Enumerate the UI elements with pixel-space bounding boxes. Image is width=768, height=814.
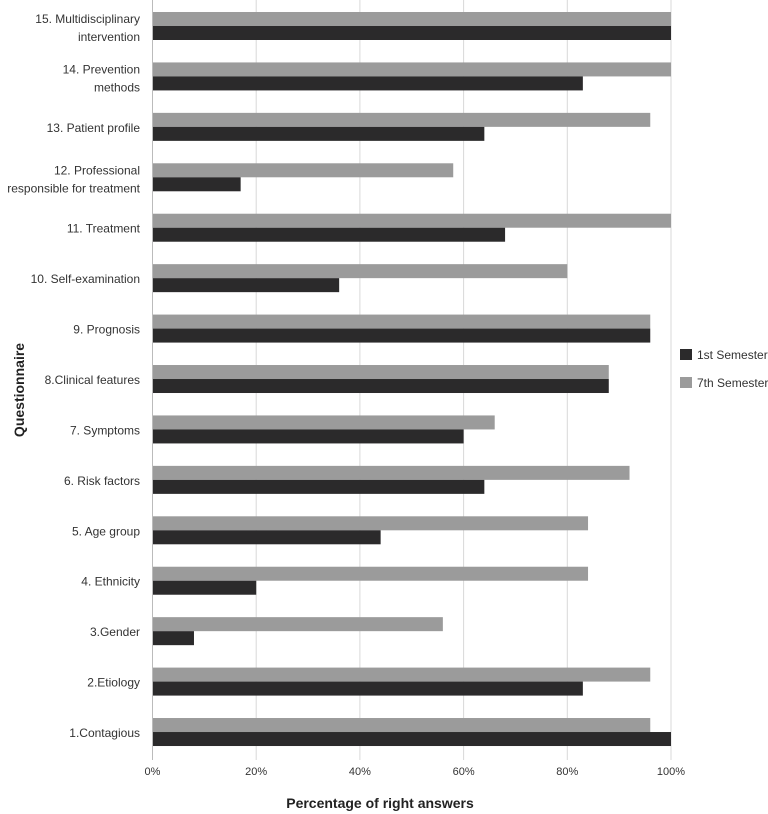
legend-swatch <box>680 349 692 360</box>
category-label: 4. Ethnicity <box>81 575 140 589</box>
legend-label: 1st Semester <box>697 348 768 362</box>
bar-1st-semester <box>152 530 381 545</box>
bar-1st-semester <box>152 278 340 293</box>
bar-7th-semester <box>152 163 454 178</box>
category-label: intervention <box>78 30 140 44</box>
bar-7th-semester <box>152 667 651 682</box>
bar-7th-semester <box>152 365 609 380</box>
x-tick-label: 100% <box>657 766 685 778</box>
legend-swatch <box>680 377 692 388</box>
bar-7th-semester <box>152 516 589 531</box>
x-tick-label: 0% <box>145 766 161 778</box>
bar-7th-semester <box>152 12 671 26</box>
x-tick-label: 20% <box>245 766 267 778</box>
category-label: 8.Clinical features <box>45 373 140 387</box>
bar-1st-semester <box>152 227 506 242</box>
bar-1st-semester <box>152 732 671 747</box>
x-tick-label: 40% <box>349 766 371 778</box>
bar-7th-semester <box>152 718 651 733</box>
category-labels: 1.Contagious 2.Etiology 3.Gender 4. Ethnici… <box>7 12 140 740</box>
bar-1st-semester <box>152 681 583 696</box>
bar-1st-semester <box>152 328 651 343</box>
bars <box>152 12 671 747</box>
category-label: 1.Contagious <box>69 726 140 740</box>
category-label: 2.Etiology <box>87 676 140 690</box>
category-label: 10. Self-examination <box>31 272 140 286</box>
bar-7th-semester <box>152 112 651 127</box>
category-label: 5. Age group <box>72 524 140 538</box>
bar-7th-semester <box>152 566 589 581</box>
bar-7th-semester <box>152 213 671 228</box>
x-tick-label: 80% <box>556 766 578 778</box>
category-label: 15. Multidisciplinary <box>35 12 140 26</box>
category-label: 9. Prognosis <box>73 323 140 337</box>
category-label: responsible for treatment <box>7 181 140 195</box>
bar-7th-semester <box>152 264 568 279</box>
bar-1st-semester <box>152 26 671 40</box>
bar-1st-semester <box>152 631 194 646</box>
bar-7th-semester <box>152 617 443 632</box>
bar-1st-semester <box>152 126 485 141</box>
category-label: 12. Professional <box>54 163 140 177</box>
bar-1st-semester <box>152 429 464 444</box>
x-tick-label: 60% <box>453 766 475 778</box>
bar-7th-semester <box>152 415 495 430</box>
bar-7th-semester <box>152 314 651 329</box>
legend-label: 7th Semester <box>697 376 768 390</box>
bar-1st-semester <box>152 177 241 192</box>
category-label: methods <box>94 80 140 94</box>
bar-1st-semester <box>152 479 485 494</box>
bar-7th-semester <box>152 465 630 480</box>
bar-1st-semester <box>152 76 583 91</box>
bar-7th-semester <box>152 62 671 77</box>
bar-1st-semester <box>152 580 257 595</box>
category-label: 6. Risk factors <box>64 474 140 488</box>
x-tick-labels: 0% 20% 40% 60% 80% 100% <box>145 766 686 778</box>
category-label: 7. Symptoms <box>70 423 140 437</box>
legend: 1st Semester 7th Semester <box>680 348 768 390</box>
bar-1st-semester <box>152 379 609 394</box>
category-label: 14. Prevention <box>63 62 140 76</box>
category-label: 11. Treatment <box>67 222 141 236</box>
category-label: 13. Patient profile <box>47 121 141 135</box>
category-label: 3.Gender <box>90 625 140 639</box>
x-axis-title: Percentage of right answers <box>286 795 474 811</box>
y-axis-title: Questionnaire <box>11 343 27 437</box>
